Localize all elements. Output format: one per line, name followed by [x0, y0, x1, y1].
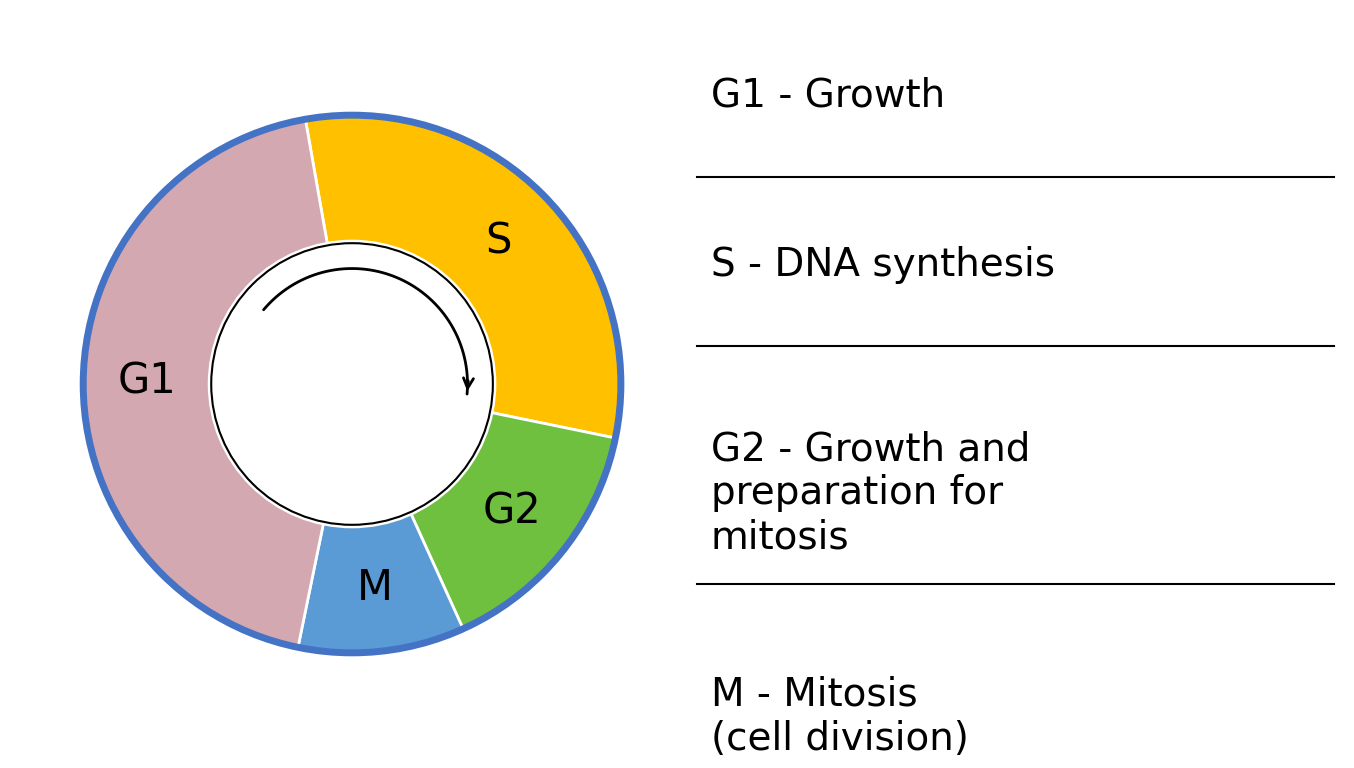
- Circle shape: [211, 243, 493, 525]
- Text: G1: G1: [118, 360, 176, 402]
- Wedge shape: [83, 119, 328, 647]
- Text: M - Mitosis
(cell division): M - Mitosis (cell division): [711, 676, 968, 758]
- Wedge shape: [410, 412, 615, 629]
- Text: G1 - Growth: G1 - Growth: [711, 77, 945, 114]
- Text: G2: G2: [483, 491, 542, 533]
- Text: G2 - Growth and
preparation for
mitosis: G2 - Growth and preparation for mitosis: [711, 430, 1030, 556]
- Text: M: M: [357, 567, 393, 608]
- Wedge shape: [306, 115, 621, 438]
- Wedge shape: [298, 512, 463, 653]
- Text: S: S: [486, 220, 512, 262]
- Text: S - DNA synthesis: S - DNA synthesis: [711, 246, 1055, 283]
